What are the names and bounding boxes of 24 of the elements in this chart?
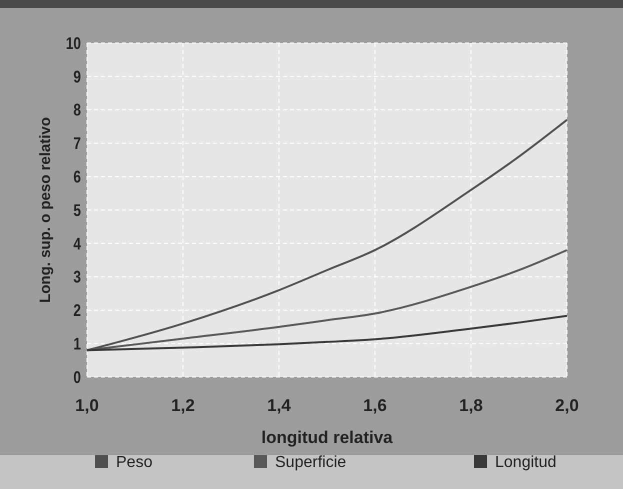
y-tick-label: 1 — [73, 335, 82, 354]
line-series — [86, 118, 568, 352]
x-tick-label: 1,8 — [459, 396, 483, 415]
x-axis-title: longitud relativa — [261, 428, 394, 447]
y-tick-label: 2 — [73, 302, 81, 321]
x-tick-label: 2,0 — [555, 396, 579, 415]
y-tick-label: 5 — [73, 202, 82, 220]
y-tick-label: 6 — [73, 168, 81, 187]
y-tick-label: 8 — [73, 101, 82, 120]
y-axis-title: Long. sup. o peso relativo — [37, 117, 54, 303]
y-tick-label: 0 — [73, 368, 81, 388]
y-tick-label: 4 — [73, 234, 82, 254]
x-tick-label: 1,6 — [363, 396, 387, 415]
legend-label: Longitud — [495, 454, 556, 471]
x-tick-label: 1,4 — [267, 396, 292, 415]
x-tick-label: 1,0 — [75, 396, 99, 415]
legend-label: Peso — [116, 454, 153, 471]
x-tick-label: 1,2 — [171, 396, 195, 415]
y-tick-label: 9 — [73, 68, 81, 87]
legend-label: Superficie — [275, 454, 346, 471]
y-tick-label: 3 — [73, 268, 81, 288]
y-tick-label: 10 — [66, 34, 81, 54]
line-series — [86, 314, 568, 352]
y-tick-label: 7 — [73, 134, 81, 154]
